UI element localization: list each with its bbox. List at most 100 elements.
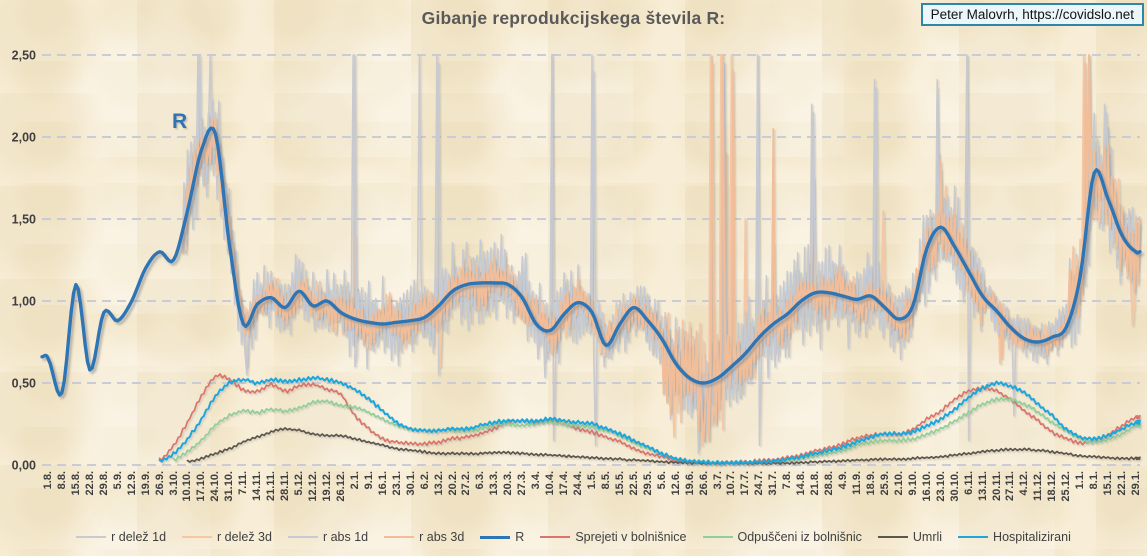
x-tick-label: 9.10. [906, 471, 919, 496]
x-tick-label: 27.3. [516, 471, 529, 496]
chart-title: Gibanje reprodukcijskega števila R: [421, 8, 726, 28]
x-tick-label: 5.6. [655, 471, 668, 490]
x-tick-label: 14.11. [251, 471, 264, 501]
x-tick-label: 3.7. [711, 471, 724, 490]
x-tick-label: 16.1. [376, 471, 389, 496]
x-tick-label: 26.9. [153, 471, 166, 496]
x-tick-label: 1.1. [1074, 471, 1087, 490]
x-tick-label: 25.12. [1060, 471, 1073, 502]
legend-line-swatch [384, 536, 415, 538]
legend-item-odpuščeni-iz-bolnišnic: Odpuščeni iz bolnišnic [702, 530, 862, 544]
x-tick-label: 11.9. [851, 471, 864, 495]
x-tick-label: 12.9. [125, 471, 138, 496]
legend-label: r delež 1d [111, 530, 167, 544]
x-tick-label: 13.2. [432, 471, 445, 496]
series-line-r [40, 126, 1142, 397]
x-tick-label: 22.8. [83, 471, 96, 496]
series-line-hospitalizirani [158, 375, 1141, 466]
legend-label: r delež 3d [217, 530, 272, 544]
x-tick-label: 10.10. [181, 471, 194, 502]
x-tick-label: 29.5. [641, 471, 654, 496]
x-tick-label: 6.11. [962, 471, 975, 495]
x-tick-label: 8.8. [55, 471, 68, 490]
x-tick-label: 5.9. [111, 471, 124, 490]
series-line-umrli [186, 427, 1141, 466]
x-tick-label: 5.12. [293, 471, 306, 496]
x-tick-label: 15.8. [69, 471, 82, 496]
x-tick-label: 20.3. [502, 471, 515, 496]
x-tick-label: 31.7. [767, 471, 780, 496]
legend-item-r-abs-1d: r abs 1d [287, 530, 368, 544]
x-tick-label: 17.4. [558, 471, 571, 496]
legend-label: R [515, 530, 525, 544]
legend-line-swatch [76, 536, 107, 538]
legend-item-umrli: Umrli [877, 530, 943, 544]
legend-item-r-delež-1d: r delež 1d [76, 530, 166, 544]
attribution-link[interactable]: Peter Malovrh, https://covidslo.net [920, 3, 1144, 26]
x-tick-label: 1.5. [586, 471, 598, 490]
x-tick-label: 23.1. [390, 471, 403, 496]
series-line-r-delež-3d [181, 54, 1141, 447]
legend-line-swatch [182, 536, 213, 538]
x-tick-label: 3.10. [167, 471, 180, 496]
x-tick-label: 8.1. [1088, 471, 1101, 490]
x-tick-label: 30.1. [404, 471, 417, 496]
legend-item-r-delež-3d: r delež 3d [182, 530, 272, 544]
x-tick-label: 22.5. [627, 471, 640, 496]
x-tick-label: 20.2. [446, 471, 459, 496]
x-tick-label: 8.5. [599, 471, 612, 490]
x-tick-label: 15.5. [613, 471, 626, 496]
x-tick-label: 24.10. [209, 471, 222, 502]
x-tick-label: 2.10. [892, 471, 905, 496]
legend-label: Sprejeti v bolnišnice [575, 530, 687, 544]
x-tick-label: 29.8. [97, 471, 110, 496]
x-tick-label: 6.3. [474, 471, 487, 490]
x-tick-label: 30.10. [948, 471, 961, 502]
legend-item-r-abs-3d: r abs 3d [384, 530, 464, 544]
x-tick-label: 26.12. [334, 471, 347, 502]
x-tick-label: 2.1. [348, 471, 361, 490]
x-tick-label: 6.2. [418, 471, 431, 490]
legend-item-sprejeti-v-bolnišnice: Sprejeti v bolnišnice [540, 530, 687, 544]
x-tick-label: 31.10. [223, 471, 236, 502]
legend-line-swatch [958, 536, 989, 538]
x-tick-label: 16.10. [920, 471, 933, 502]
x-tick-label: 22.1. [1116, 471, 1129, 496]
x-tick-label: 10.7. [725, 471, 738, 496]
x-tick-label: 18.12. [1046, 471, 1059, 502]
x-tick-label: 11.12. [1032, 471, 1045, 501]
legend-line-swatch [480, 535, 511, 539]
x-tick-label: 29.1. [1130, 471, 1142, 496]
x-tick-label: 25.9. [878, 471, 891, 496]
legend-line-swatch [877, 536, 908, 538]
x-tick-label: 28.8. [823, 471, 836, 496]
chart-legend: r delež 1d r delež 3d r abs 1d r abs 3d R Spr… [0, 526, 1147, 548]
legend-line-swatch [702, 536, 733, 538]
x-tick-label: 26.6. [697, 471, 710, 496]
x-tick-label: 14.8. [795, 471, 808, 496]
x-tick-label: 27.2. [460, 471, 473, 496]
legend-item-hospitalizirani: Hospitalizirani [958, 530, 1071, 544]
legend-label: Odpuščeni iz bolnišnic [737, 530, 862, 544]
x-tick-label: 20.11. [990, 471, 1003, 501]
x-tick-label: 19.6. [683, 471, 696, 496]
x-tick-label: 24.4. [572, 471, 585, 496]
legend-label: Umrli [912, 530, 943, 544]
y-tick-label: 2,00 [12, 131, 36, 145]
y-tick-label: 1,00 [12, 295, 36, 309]
x-tick-label: 21.8. [809, 471, 822, 496]
x-tick-label: 17.7. [739, 471, 752, 496]
x-tick-label: 3.4. [530, 471, 543, 490]
x-tick-label: 1.8. [42, 471, 54, 490]
legend-item-r: R [480, 530, 524, 544]
x-tick-label: 12.12. [307, 471, 320, 502]
x-tick-label: 21.11. [265, 471, 278, 501]
legend-line-swatch [287, 536, 318, 538]
x-tick-label: 19.12. [320, 471, 333, 502]
x-tick-label: 4.9. [837, 471, 850, 490]
series-line-r-delež-1d [181, 54, 1141, 455]
legend-label: Hospitalizirani [993, 530, 1071, 544]
legend-label: r abs 3d [419, 530, 465, 544]
